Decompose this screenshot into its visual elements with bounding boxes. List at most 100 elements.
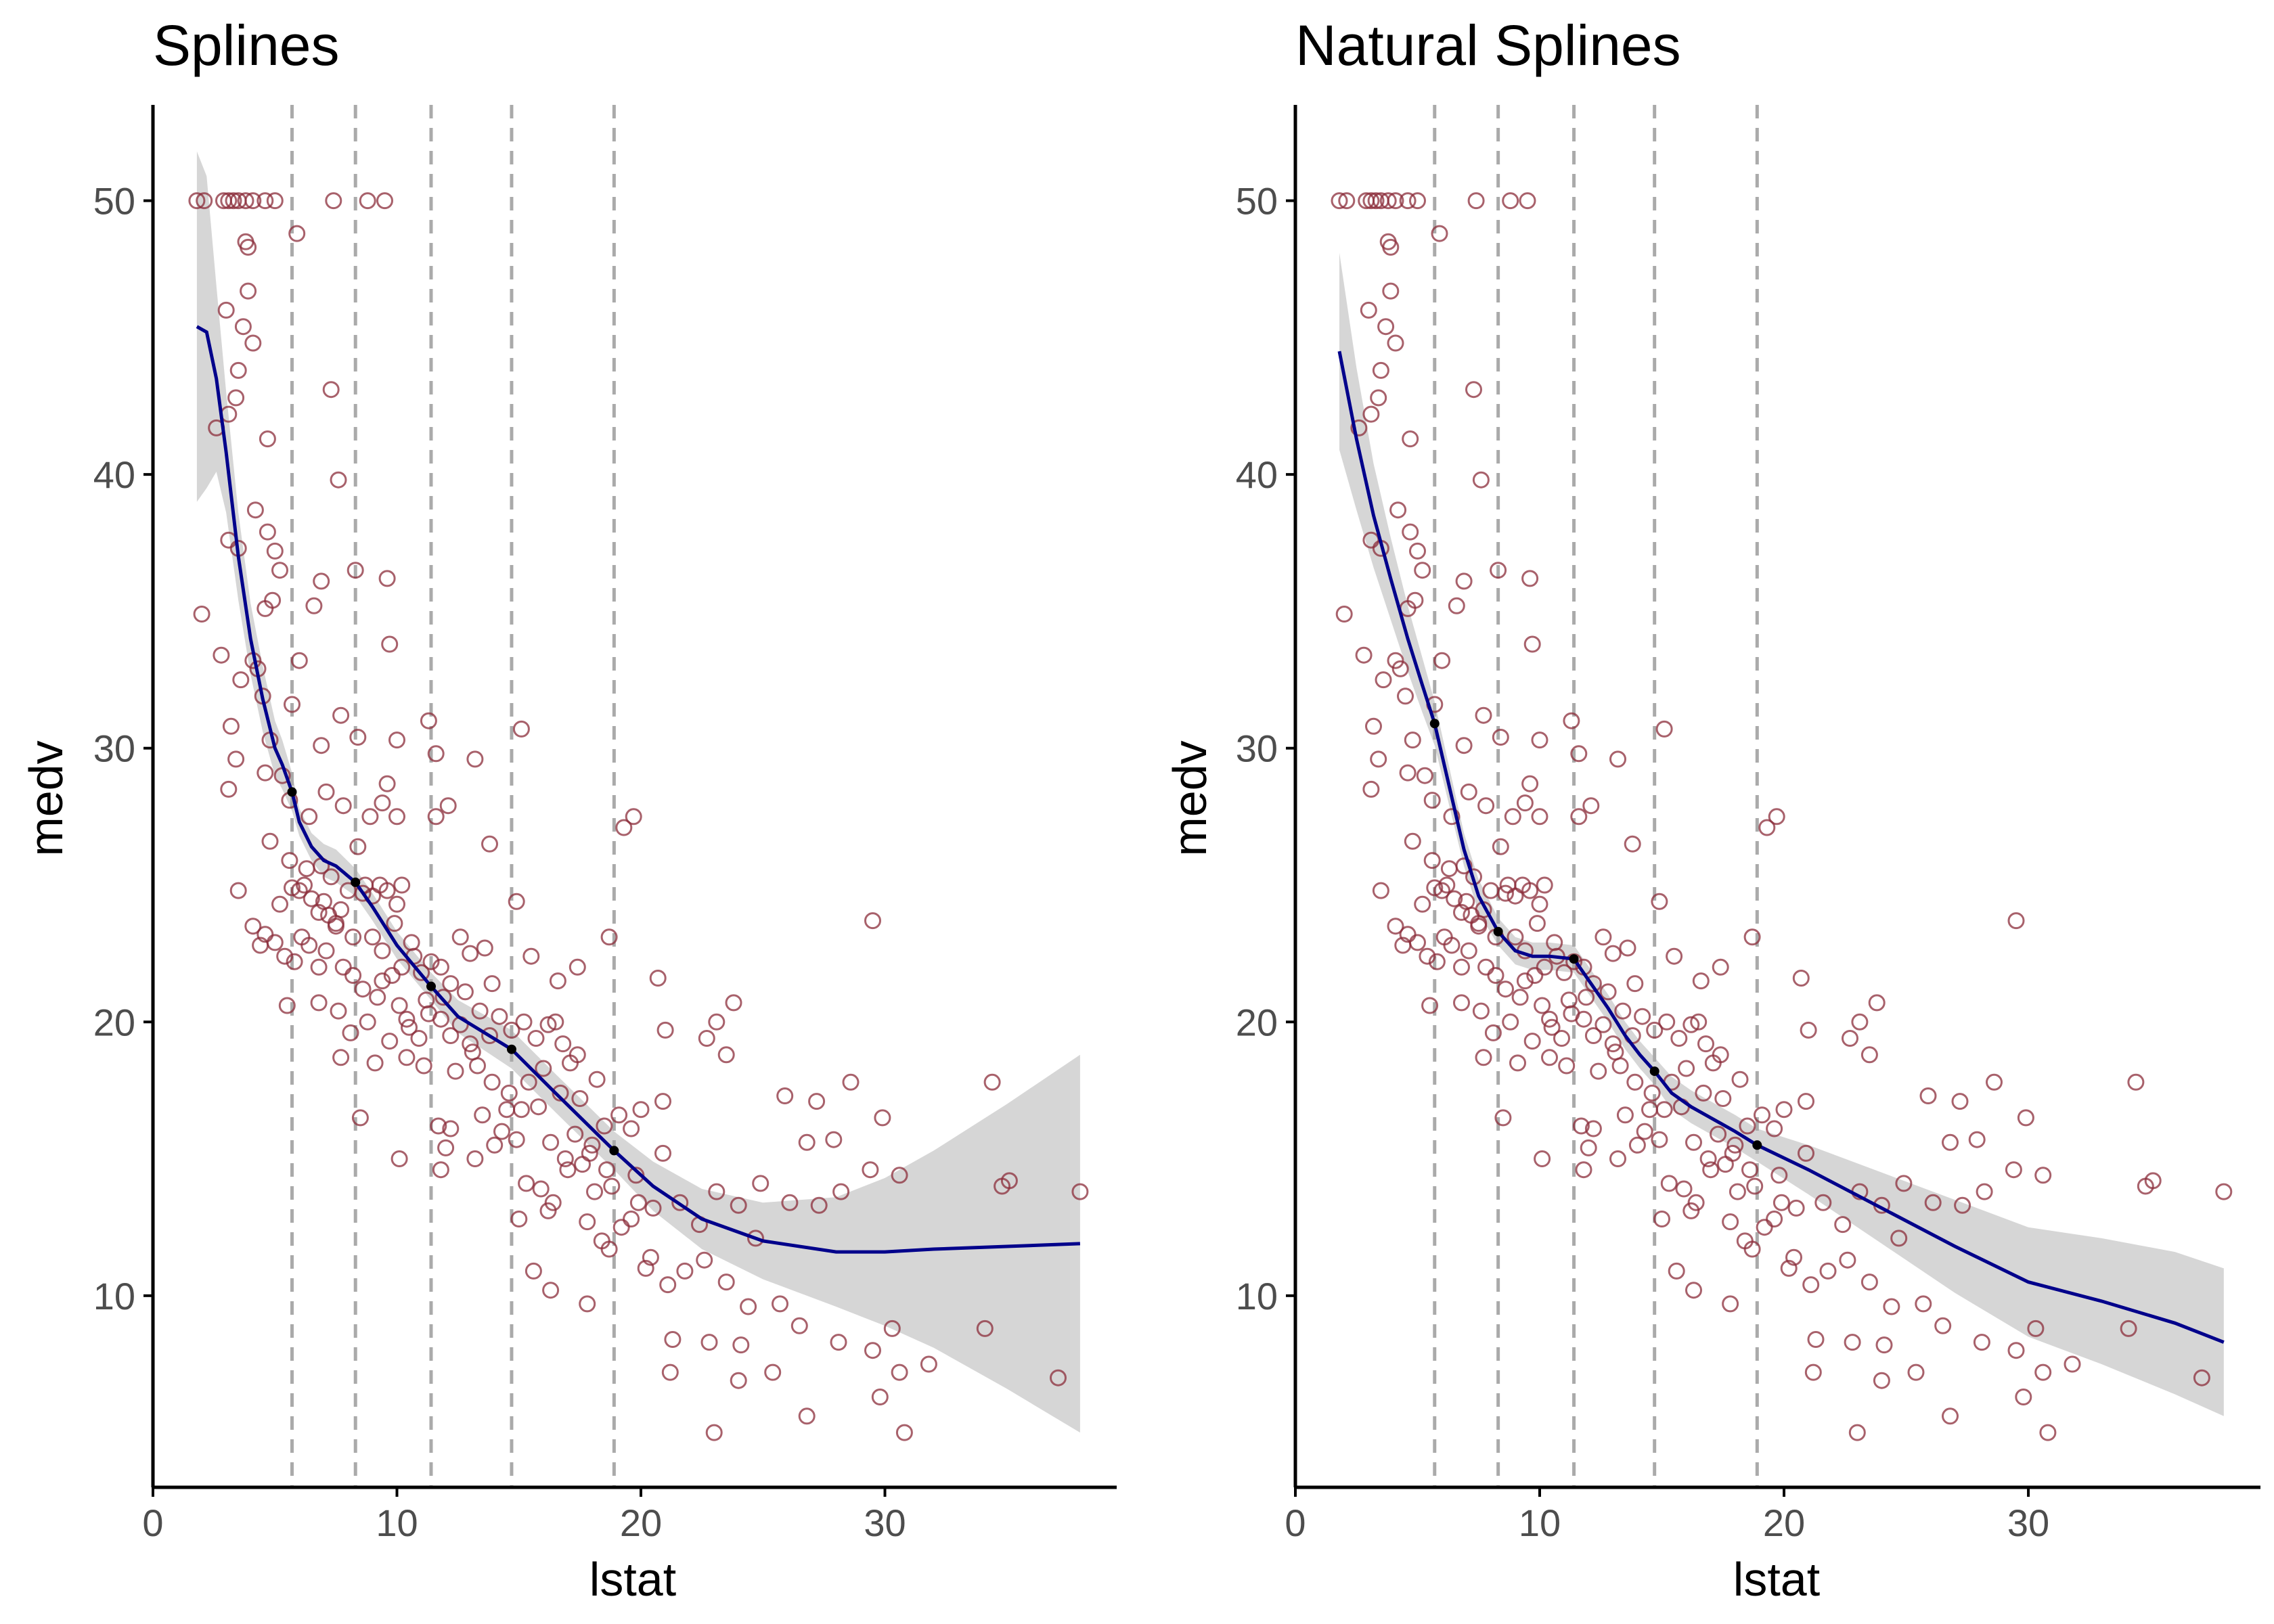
data-point: [432, 958, 449, 976]
data-point: [266, 934, 284, 951]
data-point: [1741, 1161, 1758, 1179]
data-point: [244, 334, 262, 352]
data-point: [462, 945, 479, 962]
data-point: [656, 1021, 674, 1039]
data-point: [1355, 646, 1373, 664]
data-point: [498, 1101, 516, 1119]
data-point: [354, 980, 372, 998]
data-point: [1626, 1073, 1644, 1091]
data-point: [469, 1057, 486, 1075]
data-point: [481, 835, 498, 853]
data-point: [1712, 958, 1729, 976]
data-point: [2120, 1320, 2137, 1337]
data-point: [708, 1013, 726, 1031]
data-point: [1704, 1054, 1722, 1072]
data-point: [213, 646, 230, 664]
data-point: [1800, 1021, 1817, 1039]
knot-marker: [1493, 926, 1503, 937]
data-point: [1710, 1125, 1727, 1143]
data-point: [1722, 1295, 1739, 1313]
data-point: [403, 934, 420, 951]
data-point: [1634, 1008, 1651, 1025]
data-point: [1951, 1093, 1969, 1110]
data-point: [244, 192, 262, 210]
data-point: [1731, 1070, 1749, 1088]
data-point: [1729, 1183, 1746, 1200]
data-point: [1482, 882, 1500, 899]
data-point: [432, 1161, 449, 1179]
data-point: [1448, 597, 1465, 614]
data-point: [240, 238, 257, 256]
data-point: [442, 1027, 460, 1044]
data-point: [359, 1013, 376, 1031]
data-point: [1446, 890, 1463, 907]
data-point: [983, 1073, 1001, 1091]
data-point: [571, 1090, 589, 1107]
data-point: [808, 1093, 826, 1110]
data-point: [1440, 860, 1458, 878]
data-point: [1470, 918, 1488, 935]
data-point: [1626, 975, 1644, 993]
data-point: [327, 918, 344, 935]
data-point: [305, 597, 323, 614]
data-point: [344, 928, 362, 946]
data-point: [1455, 572, 1473, 590]
data-point: [700, 1334, 718, 1351]
data-point: [1570, 745, 1588, 763]
data-point: [1492, 729, 1509, 746]
data-point: [539, 1202, 557, 1219]
data-point: [1362, 780, 1380, 798]
data-point: [1839, 1251, 1856, 1269]
data-point: [790, 1317, 808, 1334]
data-point: [1541, 1049, 1558, 1066]
data-point: [217, 301, 235, 319]
data-point: [278, 997, 296, 1014]
data-point: [1609, 750, 1626, 768]
data-point: [2064, 1355, 2081, 1373]
data-point: [1331, 192, 1348, 210]
data-point: [717, 1273, 735, 1291]
data-point: [554, 1035, 572, 1053]
x-tick-label: 10: [376, 1502, 418, 1544]
data-point: [920, 1355, 937, 1373]
data-point: [1895, 1175, 1913, 1192]
data-point: [1780, 1259, 1798, 1277]
data-point: [579, 1295, 596, 1313]
data-point: [596, 1117, 613, 1135]
data-point: [257, 764, 274, 782]
data-point: [1397, 687, 1414, 705]
data-point: [483, 975, 501, 993]
ribbon-layer-2: [1339, 252, 2224, 1416]
data-point: [1377, 318, 1395, 336]
data-point: [1666, 947, 1683, 965]
data-point: [825, 1131, 843, 1148]
data-point: [1460, 942, 1477, 960]
data-point: [1399, 764, 1417, 782]
data-point: [772, 1295, 788, 1313]
data-point: [1860, 1273, 1878, 1291]
data-point: [976, 1320, 994, 1337]
data-point: [1875, 1336, 1893, 1354]
confidence-band: [196, 151, 1080, 1433]
data-point: [222, 717, 240, 735]
data-point: [344, 967, 362, 984]
data-point: [1685, 1282, 1702, 1299]
data-point: [1785, 1248, 1802, 1266]
data-point: [1507, 928, 1524, 946]
data-point: [615, 819, 633, 836]
data-point: [1423, 792, 1441, 809]
data-point: [1682, 1202, 1700, 1219]
data-point: [1675, 1180, 1693, 1198]
data-point: [325, 192, 342, 210]
data-point: [229, 361, 247, 379]
data-point: [442, 1120, 460, 1137]
data-point: [1580, 1139, 1597, 1156]
data-point: [476, 939, 493, 957]
data-point: [1942, 1133, 1959, 1151]
data-point: [632, 1101, 650, 1119]
data-point: [1819, 1262, 1837, 1280]
data-point: [493, 1123, 510, 1140]
data-point: [1516, 972, 1534, 990]
data-point: [883, 1320, 901, 1337]
